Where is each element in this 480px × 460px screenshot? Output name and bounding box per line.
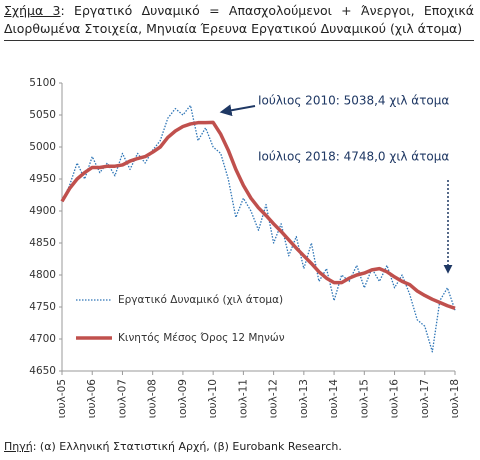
legend-label: Κινητός Μέσος Όρος 12 Μηνών xyxy=(118,332,285,344)
y-tick-label: 4850 xyxy=(29,237,56,249)
y-tick-label: 5100 xyxy=(29,77,56,89)
legend-label: Εργατικό Δυναμικό (χιλ άτομα) xyxy=(118,294,283,306)
x-tick-label: ιουλ-18 xyxy=(449,379,461,418)
annotation-arrow xyxy=(219,104,256,117)
x-tick-label: ιουλ-17 xyxy=(419,379,431,418)
figure-label: Σχήμα 3 xyxy=(4,3,61,18)
y-tick-label: 4900 xyxy=(29,205,56,217)
y-tick-label: 4650 xyxy=(29,365,56,377)
x-tick-label: ιουλ-15 xyxy=(358,379,370,418)
x-tick-label: ιουλ-12 xyxy=(268,379,280,418)
x-tick-label: ιουλ-06 xyxy=(86,379,98,419)
x-tick-label: ιουλ-13 xyxy=(298,379,310,418)
source-text: : (α) Ελληνική Στατιστική Αρχή, (β) Euro… xyxy=(32,440,342,453)
x-tick-label: ιουλ-07 xyxy=(116,379,128,418)
y-tick-label: 4750 xyxy=(29,301,56,313)
series-line xyxy=(61,104,456,353)
x-tick-label: ιουλ-08 xyxy=(147,379,159,418)
y-tick-label: 4800 xyxy=(29,269,56,281)
source-label: Πηγή xyxy=(4,440,33,453)
annotation: Ιούλιος 2018: 4748,0 χιλ άτομα xyxy=(258,150,449,164)
x-tick-label: ιουλ-05 xyxy=(56,379,68,418)
chart-title: : Εργατικό Δυναμικό = Απασχολούμενοι + Ά… xyxy=(4,3,474,36)
x-tick-label: ιουλ-09 xyxy=(177,379,189,418)
y-tick-label: 4700 xyxy=(29,333,56,345)
x-tick-label: ιουλ-14 xyxy=(328,379,340,419)
y-tick-label: 5050 xyxy=(29,109,56,121)
source-block: Πηγή: (α) Ελληνική Στατιστική Αρχή, (β) … xyxy=(4,440,342,453)
chart: Ιούλιος 2010: 5038,4 χιλ άτομα Ιούλιος 2… xyxy=(29,77,461,419)
x-tick-label: ιουλ-16 xyxy=(389,379,401,419)
x-tick-label: ιουλ-11 xyxy=(237,379,249,418)
title-block: Σχήμα 3: Εργατικό Δυναμικό = Απασχολούμε… xyxy=(4,2,474,41)
y-tick-label: 5000 xyxy=(29,141,56,153)
annotation: Ιούλιος 2010: 5038,4 χιλ άτομα xyxy=(258,94,449,108)
y-tick-label: 4950 xyxy=(29,173,56,185)
x-tick-label: ιουλ-10 xyxy=(207,379,219,418)
series-line xyxy=(60,120,456,310)
